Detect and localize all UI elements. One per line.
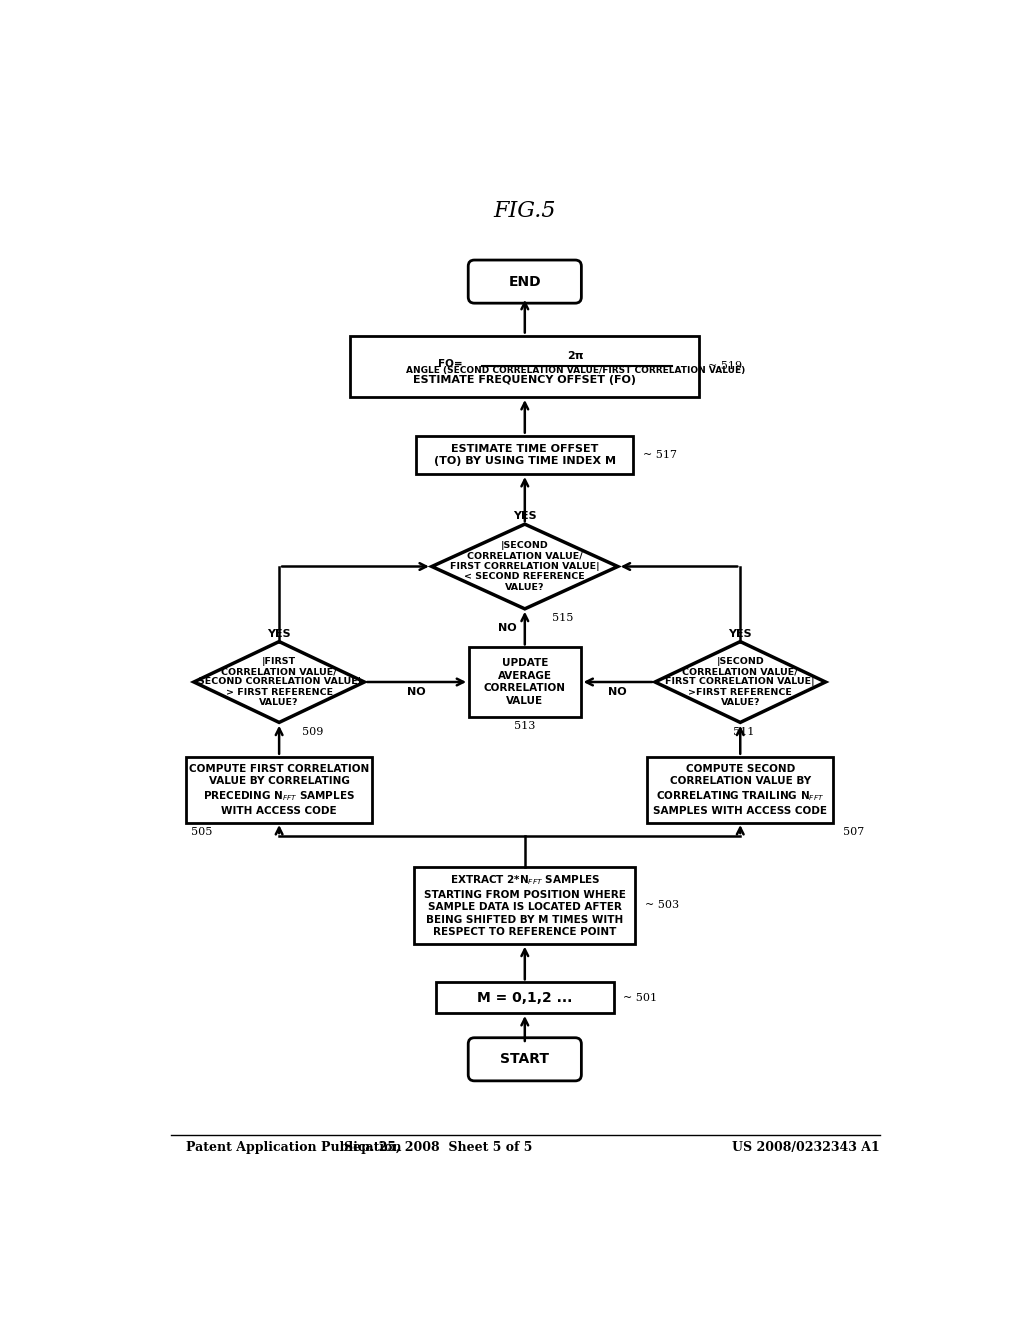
Text: NO: NO	[608, 686, 627, 697]
Bar	[350, 335, 699, 397]
Bar	[186, 758, 372, 822]
Text: ESTIMATE FREQUENCY OFFSET (FO): ESTIMATE FREQUENCY OFFSET (FO)	[414, 375, 636, 385]
FancyBboxPatch shape	[468, 1038, 582, 1081]
Text: Patent Application Publication: Patent Application Publication	[186, 1142, 401, 1155]
Text: START: START	[501, 1052, 549, 1067]
Text: |SECOND
CORRELATION VALUE/
FIRST CORRELATION VALUE|
>FIRST REFERENCE
VALUE?: |SECOND CORRELATION VALUE/ FIRST CORRELA…	[666, 657, 815, 708]
Text: ANGLE (SECOND CORRELATION VALUE/FIRST CORRELATION VALUE): ANGLE (SECOND CORRELATION VALUE/FIRST CO…	[406, 366, 744, 375]
Text: |FIRST
CORRELATION VALUE/
SECOND CORRELATION VALUE|
> FIRST REFERENCE
VALUE?: |FIRST CORRELATION VALUE/ SECOND CORRELA…	[198, 657, 360, 708]
Text: Sep. 25, 2008  Sheet 5 of 5: Sep. 25, 2008 Sheet 5 of 5	[344, 1142, 532, 1155]
Text: ~ 501: ~ 501	[624, 993, 657, 1003]
Text: EXTRACT 2*N$_{FFT}$ SAMPLES
STARTING FROM POSITION WHERE
SAMPLE DATA IS LOCATED : EXTRACT 2*N$_{FFT}$ SAMPLES STARTING FRO…	[424, 874, 626, 937]
Polygon shape	[194, 642, 365, 722]
Bar	[415, 867, 635, 944]
FancyBboxPatch shape	[468, 260, 582, 304]
Polygon shape	[432, 524, 617, 609]
Text: FO=: FO=	[438, 359, 463, 370]
Text: US 2008/0232343 A1: US 2008/0232343 A1	[732, 1142, 881, 1155]
Text: YES: YES	[267, 630, 291, 639]
Text: ~ 519: ~ 519	[709, 362, 742, 371]
Text: 505: 505	[190, 826, 212, 837]
Text: 511: 511	[732, 727, 754, 737]
Text: ~ 503: ~ 503	[644, 900, 679, 911]
Text: YES: YES	[513, 511, 537, 521]
Text: END: END	[509, 275, 541, 289]
Text: 515: 515	[552, 612, 573, 623]
Text: YES: YES	[728, 630, 752, 639]
Text: FIG.5: FIG.5	[494, 199, 556, 222]
Text: ESTIMATE TIME OFFSET
(TO) BY USING TIME INDEX M: ESTIMATE TIME OFFSET (TO) BY USING TIME …	[434, 444, 615, 466]
Text: |SECOND
CORRELATION VALUE/
FIRST CORRELATION VALUE|
< SECOND REFERENCE
VALUE?: |SECOND CORRELATION VALUE/ FIRST CORRELA…	[450, 541, 600, 591]
Text: 509: 509	[302, 727, 324, 737]
Polygon shape	[655, 642, 825, 722]
Text: 513: 513	[514, 721, 536, 731]
Text: 507: 507	[843, 826, 864, 837]
Text: M = 0,1,2 ...: M = 0,1,2 ...	[477, 991, 572, 1005]
Text: NO: NO	[407, 686, 426, 697]
Text: ~ 517: ~ 517	[643, 450, 677, 459]
Text: NO: NO	[499, 623, 517, 634]
Text: COMPUTE SECOND
CORRELATION VALUE BY
CORRELATING TRAILING N$_{FFT}$
SAMPLES WITH : COMPUTE SECOND CORRELATION VALUE BY CORR…	[653, 764, 827, 816]
Bar	[469, 647, 581, 717]
Text: COMPUTE FIRST CORRELATION
VALUE BY CORRELATING
PRECEDING N$_{FFT}$ SAMPLES
WITH : COMPUTE FIRST CORRELATION VALUE BY CORRE…	[189, 764, 370, 816]
Text: UPDATE
AVERAGE
CORRELATION
VALUE: UPDATE AVERAGE CORRELATION VALUE	[483, 659, 566, 706]
Text: 2π: 2π	[567, 351, 584, 362]
Bar	[435, 982, 614, 1014]
Bar	[647, 758, 834, 822]
Bar	[417, 436, 633, 474]
